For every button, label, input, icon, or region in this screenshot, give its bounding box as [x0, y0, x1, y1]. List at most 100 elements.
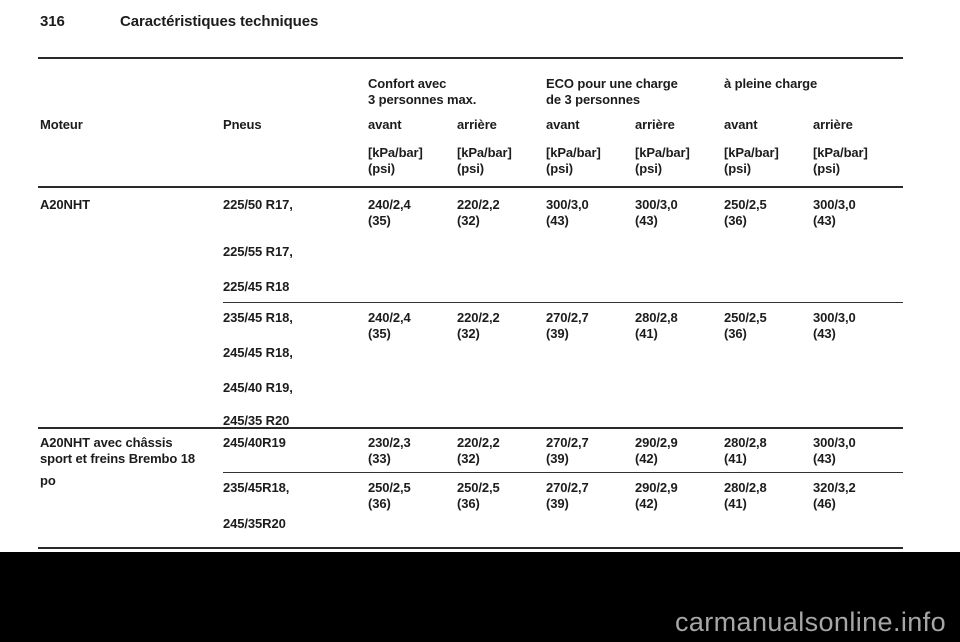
unit-cell-3: [kPa/bar] (psi) — [546, 145, 601, 177]
kpa-bar-value: 320/3,2 — [813, 480, 856, 495]
psi-value: (46) — [813, 496, 836, 511]
unit-cell-5: [kPa/bar] (psi) — [724, 145, 779, 177]
col-header-motor: Moteur — [40, 117, 83, 132]
rowgroup-rule — [38, 427, 903, 429]
motor-line: po — [40, 473, 56, 488]
unit-psi: (psi) — [546, 161, 573, 176]
col-header-front-3: avant — [724, 117, 758, 132]
unit-cell-2: [kPa/bar] (psi) — [457, 145, 512, 177]
pressure-cell: 300/3,0 (43) — [635, 197, 678, 229]
kpa-bar-value: 290/2,9 — [635, 435, 678, 450]
kpa-bar-value: 250/2,5 — [724, 197, 767, 212]
psi-value: (35) — [368, 326, 391, 341]
psi-value: (33) — [368, 451, 391, 466]
table-bottom-rule — [38, 547, 903, 549]
page-title: Caractéristiques techniques — [120, 13, 319, 30]
tire-size: 245/45 R18, — [223, 345, 293, 360]
pressure-cell: 300/3,0 (43) — [813, 310, 856, 342]
kpa-bar-value: 300/3,0 — [546, 197, 589, 212]
group-header-comfort: Confort avec 3 personnes max. — [368, 76, 476, 108]
psi-value: (36) — [724, 213, 747, 228]
header-rule — [38, 57, 903, 59]
unit-kpa-bar: [kPa/bar] — [457, 145, 512, 160]
group-header-eco-line1: ECO pour une charge — [546, 76, 678, 91]
tire-size: 225/50 R17, — [223, 197, 293, 212]
pressure-cell: 230/2,3 (33) — [368, 435, 411, 467]
tire-size: 245/40R19 — [223, 435, 286, 450]
kpa-bar-value: 300/3,0 — [813, 310, 856, 325]
pressure-cell: 320/3,2 (46) — [813, 480, 856, 512]
page-number: 316 — [40, 13, 65, 30]
tire-size: 225/45 R18 — [223, 279, 290, 294]
group-header-fullload-line1: à pleine charge — [724, 76, 818, 91]
group-header-fullload: à pleine charge — [724, 76, 817, 92]
group-header-comfort-line1: Confort avec — [368, 76, 447, 91]
psi-value: (36) — [724, 326, 747, 341]
table-header-rule — [38, 186, 903, 188]
psi-value: (43) — [813, 326, 836, 341]
pressure-cell: 220/2,2 (32) — [457, 197, 500, 229]
pressure-cell: 280/2,8 (41) — [724, 435, 767, 467]
pressure-cell: 250/2,5 (36) — [724, 310, 767, 342]
pressure-cell: 270/2,7 (39) — [546, 435, 589, 467]
kpa-bar-value: 240/2,4 — [368, 197, 411, 212]
kpa-bar-value: 290/2,9 — [635, 480, 678, 495]
pressure-cell: 300/3,0 (43) — [813, 197, 856, 229]
kpa-bar-value: 270/2,7 — [546, 480, 589, 495]
col-header-front-2: avant — [546, 117, 580, 132]
unit-psi: (psi) — [457, 161, 484, 176]
kpa-bar-value: 220/2,2 — [457, 435, 500, 450]
bottom-black-bar: carmanualsonline.info — [0, 552, 960, 642]
psi-value: (41) — [724, 496, 747, 511]
col-header-rear-3: arrière — [813, 117, 853, 132]
pressure-cell: 250/2,5 (36) — [368, 480, 411, 512]
group-header-eco: ECO pour une charge de 3 personnes — [546, 76, 678, 108]
kpa-bar-value: 300/3,0 — [813, 435, 856, 450]
kpa-bar-value: 250/2,5 — [724, 310, 767, 325]
pressure-cell: 300/3,0 (43) — [546, 197, 589, 229]
kpa-bar-value: 300/3,0 — [635, 197, 678, 212]
col-header-rear-1: arrière — [457, 117, 497, 132]
psi-value: (39) — [546, 496, 569, 511]
col-header-rear-2: arrière — [635, 117, 675, 132]
unit-psi: (psi) — [813, 161, 840, 176]
pressure-cell: 220/2,2 (32) — [457, 310, 500, 342]
pressure-cell: 280/2,8 (41) — [635, 310, 678, 342]
kpa-bar-value: 280/2,8 — [635, 310, 678, 325]
subrow-rule — [223, 472, 903, 473]
psi-value: (32) — [457, 451, 480, 466]
unit-cell-4: [kPa/bar] (psi) — [635, 145, 690, 177]
pressure-cell: 250/2,5 (36) — [457, 480, 500, 512]
tire-size: 245/35 R20 — [223, 413, 290, 428]
psi-value: (41) — [635, 326, 658, 341]
subrow-rule — [223, 302, 903, 303]
motor-cell: A20NHT avec châssis sport et freins Brem… — [40, 435, 195, 489]
unit-cell-1: [kPa/bar] (psi) — [368, 145, 423, 177]
unit-kpa-bar: [kPa/bar] — [813, 145, 868, 160]
pressure-cell: 280/2,8 (41) — [724, 480, 767, 512]
group-header-eco-line2: de 3 personnes — [546, 92, 640, 107]
kpa-bar-value: 220/2,2 — [457, 310, 500, 325]
kpa-bar-value: 250/2,5 — [368, 480, 411, 495]
kpa-bar-value: 240/2,4 — [368, 310, 411, 325]
tire-size: 235/45 R18, — [223, 310, 293, 325]
kpa-bar-value: 250/2,5 — [457, 480, 500, 495]
pressure-cell: 270/2,7 (39) — [546, 480, 589, 512]
kpa-bar-value: 300/3,0 — [813, 197, 856, 212]
kpa-bar-value: 280/2,8 — [724, 480, 767, 495]
psi-value: (42) — [635, 451, 658, 466]
unit-psi: (psi) — [368, 161, 395, 176]
psi-value: (43) — [813, 213, 836, 228]
motor-line: sport et freins Brembo 18 — [40, 451, 195, 466]
kpa-bar-value: 220/2,2 — [457, 197, 500, 212]
kpa-bar-value: 270/2,7 — [546, 310, 589, 325]
psi-value: (42) — [635, 496, 658, 511]
psi-value: (36) — [368, 496, 391, 511]
watermark-text: carmanualsonline.info — [674, 607, 946, 637]
col-header-front-1: avant — [368, 117, 402, 132]
unit-kpa-bar: [kPa/bar] — [368, 145, 423, 160]
pressure-cell: 240/2,4 (35) — [368, 197, 411, 229]
unit-psi: (psi) — [724, 161, 751, 176]
kpa-bar-value: 270/2,7 — [546, 435, 589, 450]
